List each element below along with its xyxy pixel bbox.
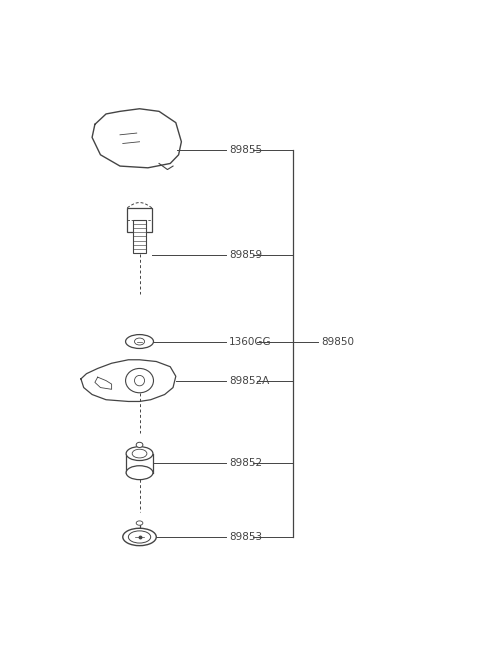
Text: 89852: 89852 — [229, 458, 262, 468]
Ellipse shape — [128, 531, 151, 543]
Ellipse shape — [126, 447, 153, 461]
Ellipse shape — [134, 375, 144, 386]
Ellipse shape — [136, 521, 143, 525]
Text: 89853: 89853 — [229, 532, 262, 542]
Text: 89855: 89855 — [229, 145, 262, 156]
FancyBboxPatch shape — [133, 220, 146, 253]
Text: 89852A: 89852A — [229, 376, 269, 386]
Ellipse shape — [126, 369, 154, 393]
Ellipse shape — [123, 528, 156, 546]
FancyBboxPatch shape — [127, 208, 152, 232]
Ellipse shape — [126, 466, 153, 480]
Ellipse shape — [136, 442, 143, 447]
Text: 89850: 89850 — [321, 336, 354, 346]
Ellipse shape — [126, 334, 154, 348]
Ellipse shape — [134, 338, 144, 345]
Text: 89859: 89859 — [229, 250, 262, 260]
Ellipse shape — [132, 449, 147, 458]
Text: 1360GG: 1360GG — [229, 336, 272, 346]
